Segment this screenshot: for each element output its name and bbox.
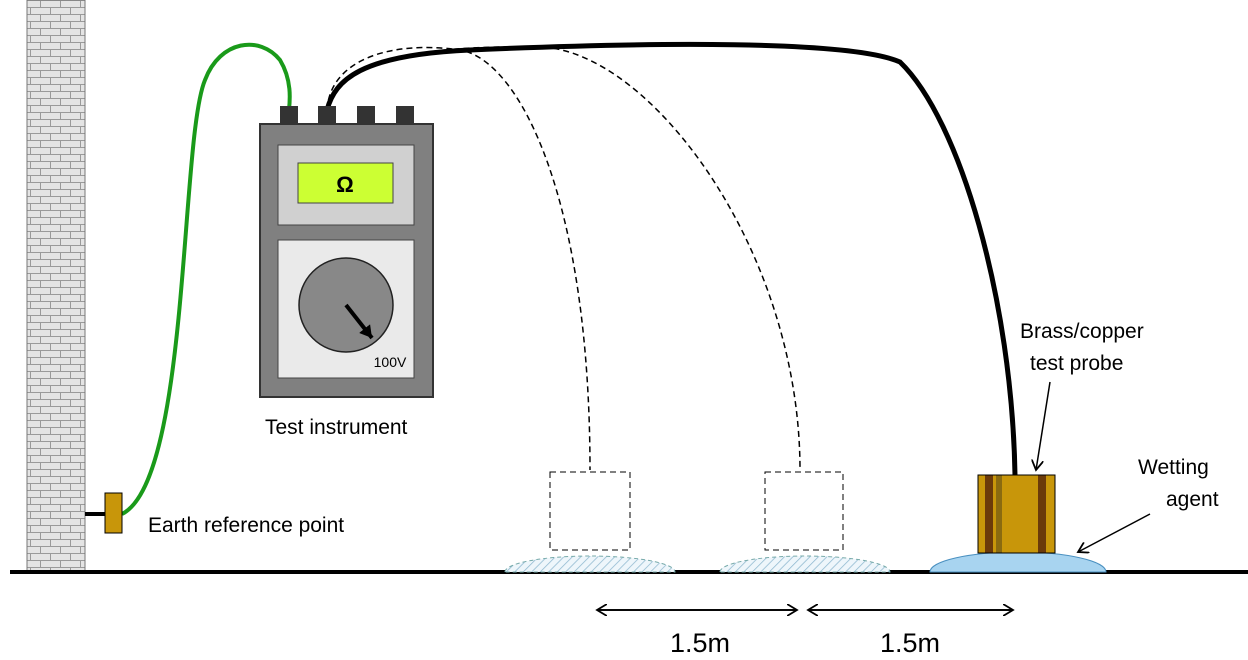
distance-label: 1.5m — [670, 628, 730, 658]
dashed-cable — [326, 46, 591, 471]
distance-label: 1.5m — [880, 628, 940, 658]
wet-area — [504, 555, 676, 573]
wetting-label: agent — [1166, 488, 1219, 511]
earth-clamp — [104, 492, 123, 534]
probe-outline — [764, 471, 844, 551]
wall — [26, 0, 86, 573]
instrument — [259, 106, 434, 398]
probe-outline — [549, 471, 631, 551]
pointer — [1078, 513, 1151, 552]
wet-area — [719, 555, 891, 573]
wetting-label: Wetting — [1138, 456, 1209, 479]
probe — [977, 474, 1056, 554]
pointer — [1036, 381, 1051, 470]
earth-label: Earth reference point — [148, 514, 344, 537]
display-symbol: Ω — [336, 172, 354, 197]
dashed-cable — [326, 46, 801, 471]
wetting-agent — [929, 551, 1107, 573]
dial-label: 100V — [374, 354, 407, 370]
probe-label: test probe — [1030, 352, 1123, 375]
probe-label: Brass/copper — [1020, 320, 1144, 343]
instrument-label: Test instrument — [265, 416, 408, 439]
earth-cable — [121, 42, 292, 516]
